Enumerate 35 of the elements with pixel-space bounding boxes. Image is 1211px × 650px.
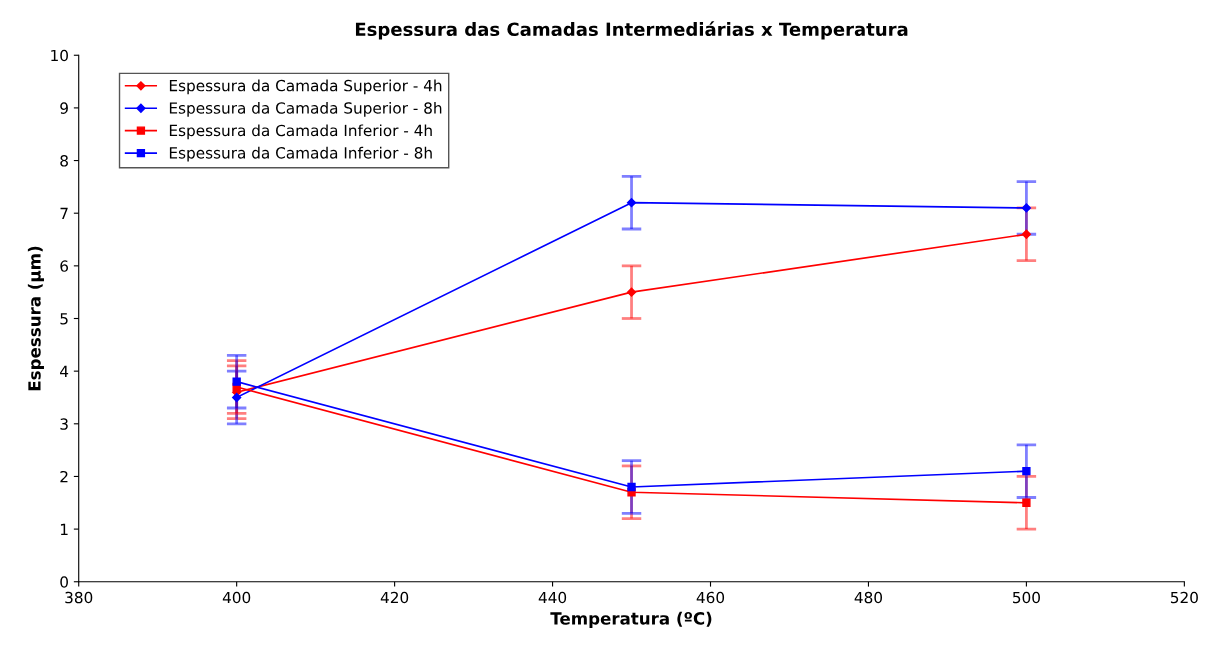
point [626,198,637,208]
x-tick-label: 520 [1170,591,1198,604]
y-tick-label: 0 [60,576,68,588]
legend-label: Espessura da Camada Superior - 4h [169,79,442,95]
x-tick-label: 500 [1013,591,1040,604]
y-tick-label: 5 [60,313,68,325]
point [232,377,241,386]
point [1022,467,1031,476]
y-axis-title: Espessura (µm) [27,246,44,391]
x-axis-title: Temperatura (ºC) [550,611,712,628]
y-tick-label: 4 [60,365,69,377]
point [1022,498,1031,507]
legend-label: Espessura da Camada Inferior - 8h [169,146,432,162]
y-tick-label: 7 [60,207,68,219]
legend-label: Espessura da Camada Inferior - 4h [169,124,432,140]
point [1021,229,1032,239]
y-tick-label: 2 [60,470,68,483]
x-tick-label: 380 [65,591,93,604]
point [627,482,636,492]
y-tick-label: 9 [60,102,68,114]
chart-title: Espessura das Camadas Intermediárias x Temperatura [355,21,908,40]
x-tick-label: 400 [222,591,251,604]
y-tick-label: 10 [51,49,68,62]
x-tick-label: 460 [696,591,725,604]
point [626,287,637,297]
y-tick-label: 6 [60,260,69,272]
y-tick-label: 8 [60,155,68,167]
y-tick-label: 3 [60,418,68,430]
point [1021,203,1032,213]
legend-label: Espessura da Camada Superior - 8h [169,101,442,117]
x-tick-label: 420 [380,591,409,604]
x-tick-label: 480 [854,591,883,604]
y-tick-label: 1 [60,523,68,535]
point [232,392,242,403]
x-tick-label: 440 [538,591,567,604]
